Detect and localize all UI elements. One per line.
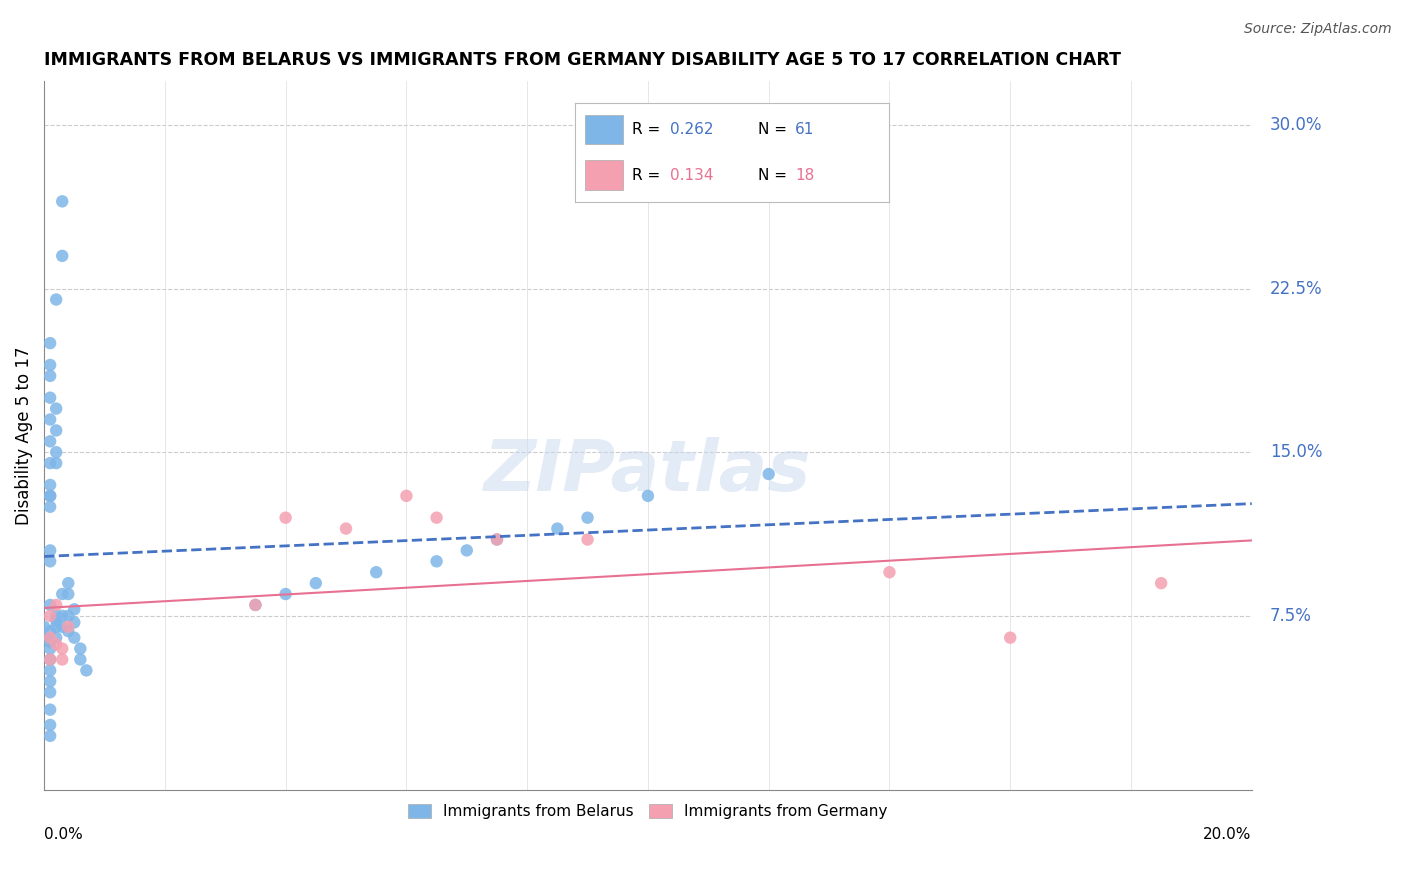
Text: ZIPatlas: ZIPatlas: [484, 437, 811, 506]
Legend: Immigrants from Belarus, Immigrants from Germany: Immigrants from Belarus, Immigrants from…: [402, 798, 894, 825]
Point: [39, 456, 62, 470]
Point: [39, 478, 62, 492]
Point: [576, 510, 599, 524]
Point: [69, 652, 91, 666]
Point: [576, 533, 599, 547]
Point: [58, 624, 80, 639]
Point: [39, 368, 62, 383]
Point: [366, 566, 388, 580]
Point: [45, 637, 67, 651]
Point: [39, 641, 62, 656]
Text: 7.5%: 7.5%: [1270, 607, 1312, 625]
Point: [305, 576, 328, 591]
Point: [39, 489, 62, 503]
Point: [39, 412, 62, 426]
Point: [39, 391, 62, 405]
Point: [485, 533, 508, 547]
Point: [69, 641, 91, 656]
Point: [45, 424, 67, 438]
Point: [39, 358, 62, 372]
Point: [395, 489, 418, 503]
Point: [39, 543, 62, 558]
Point: [51, 587, 73, 601]
Point: [637, 489, 659, 503]
Point: [39, 718, 62, 732]
Point: [51, 652, 73, 666]
Point: [39, 674, 62, 689]
Point: [456, 543, 478, 558]
Point: [63, 631, 86, 645]
Point: [51, 641, 73, 656]
Point: [45, 613, 67, 627]
Point: [1150, 576, 1173, 591]
Point: [39, 631, 62, 645]
Point: [58, 587, 80, 601]
Point: [45, 456, 67, 470]
Point: [45, 293, 67, 307]
Point: [39, 500, 62, 514]
Point: [39, 434, 62, 449]
Text: IMMIGRANTS FROM BELARUS VS IMMIGRANTS FROM GERMANY DISABILITY AGE 5 TO 17 CORREL: IMMIGRANTS FROM BELARUS VS IMMIGRANTS FR…: [44, 51, 1121, 69]
Point: [998, 631, 1021, 645]
Point: [63, 615, 86, 630]
Text: 30.0%: 30.0%: [1270, 116, 1323, 134]
Point: [58, 576, 80, 591]
Point: [879, 566, 901, 580]
Point: [58, 608, 80, 623]
Point: [75, 664, 97, 678]
Point: [45, 631, 67, 645]
Point: [45, 401, 67, 416]
Point: [245, 598, 267, 612]
Point: [245, 598, 267, 612]
Point: [426, 510, 449, 524]
Text: Source: ZipAtlas.com: Source: ZipAtlas.com: [1244, 22, 1392, 37]
Point: [39, 729, 62, 743]
Text: 15.0%: 15.0%: [1270, 443, 1323, 461]
Point: [32, 620, 55, 634]
Point: [45, 445, 67, 459]
Point: [39, 652, 62, 666]
Point: [39, 598, 62, 612]
Text: 0.0%: 0.0%: [44, 828, 83, 842]
Point: [758, 467, 780, 481]
Point: [485, 533, 508, 547]
Point: [51, 620, 73, 634]
Text: 20.0%: 20.0%: [1204, 828, 1251, 842]
Text: 22.5%: 22.5%: [1270, 279, 1323, 298]
Point: [39, 685, 62, 699]
Point: [39, 703, 62, 717]
Point: [45, 608, 67, 623]
Point: [51, 194, 73, 209]
Point: [39, 652, 62, 666]
Y-axis label: Disability Age 5 to 17: Disability Age 5 to 17: [15, 347, 32, 525]
Point: [39, 336, 62, 351]
Point: [51, 608, 73, 623]
Point: [39, 635, 62, 649]
Point: [274, 587, 297, 601]
Point: [51, 249, 73, 263]
Point: [39, 554, 62, 568]
Point: [335, 522, 357, 536]
Point: [63, 602, 86, 616]
Point: [274, 510, 297, 524]
Point: [39, 664, 62, 678]
Point: [39, 489, 62, 503]
Point: [546, 522, 568, 536]
Point: [426, 554, 449, 568]
Point: [45, 620, 67, 634]
Point: [45, 598, 67, 612]
Point: [58, 620, 80, 634]
Point: [32, 631, 55, 645]
Point: [39, 608, 62, 623]
Point: [39, 624, 62, 639]
